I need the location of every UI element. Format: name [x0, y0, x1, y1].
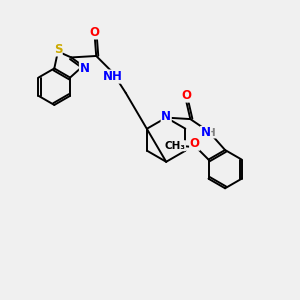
Text: N: N — [201, 126, 211, 140]
Text: CH₃: CH₃ — [164, 141, 185, 151]
Text: N: N — [80, 61, 89, 74]
Text: O: O — [190, 137, 200, 150]
Text: O: O — [90, 26, 100, 39]
Text: H: H — [207, 128, 216, 138]
Text: N: N — [161, 110, 171, 123]
Text: O: O — [181, 89, 191, 102]
Text: S: S — [54, 43, 62, 56]
Text: NH: NH — [103, 70, 122, 83]
